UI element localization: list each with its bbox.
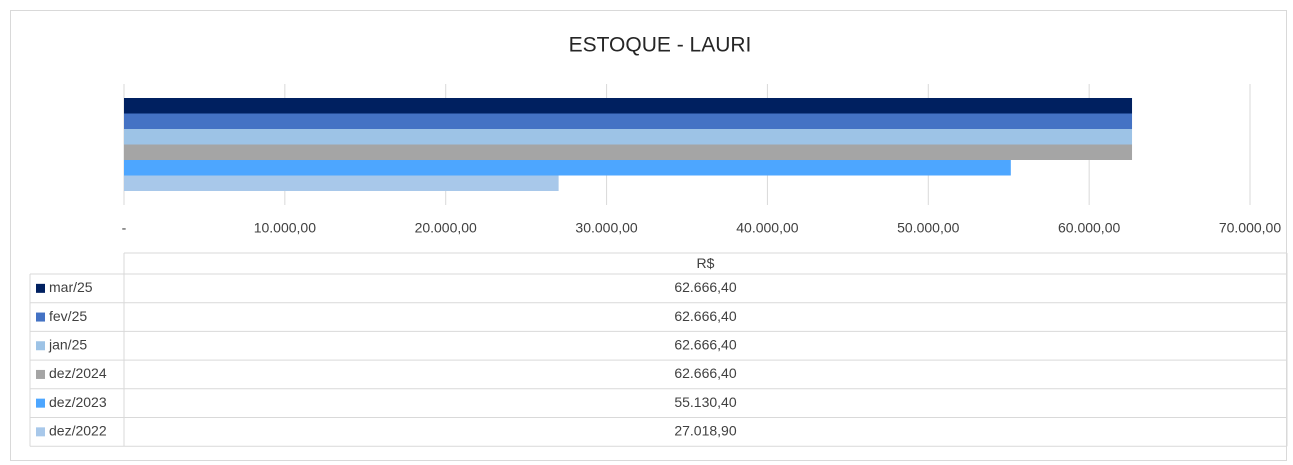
x-tick-label: 10.000,00: [254, 220, 316, 236]
legend-label: dez/2022: [49, 423, 107, 439]
x-tick-label: 70.000,00: [1219, 220, 1281, 236]
legend-key: [36, 427, 45, 437]
bar: [124, 160, 1011, 176]
bar: [124, 175, 559, 191]
legend-key: [36, 283, 45, 293]
legend-label: fev/25: [49, 308, 87, 324]
x-tick-label: 60.000,00: [1058, 220, 1120, 236]
bar: [124, 129, 1133, 145]
legend-key: [36, 398, 45, 408]
x-tick-label: 50.000,00: [897, 220, 959, 236]
bar: [124, 98, 1133, 114]
chart-border: [10, 10, 1287, 461]
table-value: 62.666,40: [674, 336, 736, 352]
table-value: 27.018,90: [674, 423, 736, 439]
legend-key: [36, 312, 45, 322]
legend-key: [36, 369, 45, 379]
bar: [124, 144, 1133, 160]
table-value: 55.130,40: [674, 394, 736, 410]
table-value: 62.666,40: [674, 365, 736, 381]
bar: [124, 113, 1133, 129]
table-header: R$: [697, 255, 715, 271]
legend-label: dez/2023: [49, 394, 107, 410]
table-value: 62.666,40: [674, 279, 736, 295]
legend-label: dez/2024: [49, 365, 107, 381]
x-tick-label: 30.000,00: [575, 220, 637, 236]
legend-label: mar/25: [49, 279, 93, 295]
legend-key: [36, 341, 45, 351]
x-tick-label: -: [122, 220, 127, 236]
table-value: 62.666,40: [674, 308, 736, 324]
chart-title: ESTOQUE - LAURI: [569, 34, 752, 57]
legend-label: jan/25: [48, 336, 87, 352]
x-tick-label: 40.000,00: [736, 220, 798, 236]
x-tick-label: 20.000,00: [415, 220, 477, 236]
